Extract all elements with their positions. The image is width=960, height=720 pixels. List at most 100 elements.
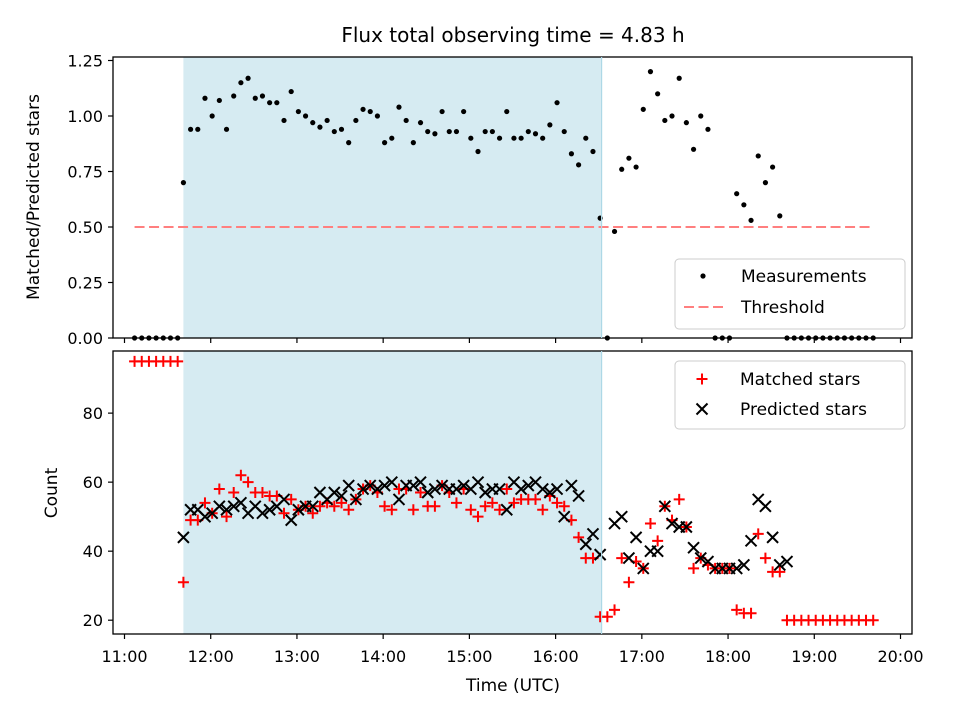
matched-star-marker xyxy=(335,497,347,509)
measurement-point xyxy=(576,162,582,168)
matched-star-marker xyxy=(450,497,462,509)
matched-star-marker xyxy=(314,500,326,512)
predicted-star-marker xyxy=(306,500,319,513)
measurement-point xyxy=(245,75,251,81)
predicted-star-marker xyxy=(227,500,240,513)
measurement-point xyxy=(223,126,230,132)
top-y-tick-label: 0.50 xyxy=(67,218,103,237)
predicted-star-marker xyxy=(514,482,528,496)
bottom-x-tick-label: 11:00 xyxy=(101,647,147,666)
legend-matched-marker xyxy=(696,373,708,385)
measurement-point xyxy=(346,140,352,146)
top-axes-frame xyxy=(112,56,913,339)
matched-star-marker xyxy=(623,576,635,588)
predicted-star-marker xyxy=(478,486,492,499)
measurement-point xyxy=(741,202,747,208)
measurement-point xyxy=(382,140,388,146)
matched-star-marker xyxy=(673,493,685,505)
matched-star-marker xyxy=(172,355,184,367)
measurement-point xyxy=(496,135,503,141)
bottom-x-tick-label: 20:00 xyxy=(877,647,923,666)
measurement-point xyxy=(188,126,194,132)
measurement-point xyxy=(511,135,517,141)
predicted-star-marker xyxy=(558,510,571,523)
matched-star-marker xyxy=(328,500,340,512)
predicted-star-marker xyxy=(364,479,377,492)
predicted-star-marker xyxy=(457,479,470,492)
predicted-star-marker xyxy=(694,551,707,565)
predicted-star-marker xyxy=(680,520,693,534)
measurement-point xyxy=(425,128,431,135)
matched-star-marker xyxy=(177,576,189,588)
predicted-star-marker xyxy=(435,479,449,492)
measurement-point xyxy=(633,164,639,170)
predicted-star-marker xyxy=(292,503,305,516)
matched-star-marker xyxy=(343,504,355,516)
legend-matched-label: Matched stars xyxy=(740,370,860,390)
matched-star-marker xyxy=(616,552,628,564)
measurement-point xyxy=(403,117,409,124)
predicted-star-marker xyxy=(421,486,434,499)
measurement-point xyxy=(288,88,294,95)
predicted-star-marker xyxy=(737,558,751,572)
measurement-point xyxy=(374,113,381,119)
measurement-point xyxy=(669,113,675,119)
top-y-axis-label: Matched/Predicted stars xyxy=(24,94,44,300)
legend-predicted-cross xyxy=(695,402,709,416)
matched-star-marker xyxy=(479,500,491,512)
measurement-point xyxy=(446,128,452,135)
predicted-star-marker xyxy=(759,500,772,513)
legend-predicted-label: Predicted stars xyxy=(740,400,867,420)
bottom-x-axis-label: Time (UTC) xyxy=(465,676,560,696)
predicted-star-marker xyxy=(500,503,513,516)
predicted-star-marker xyxy=(414,475,427,489)
predicted-star-marker xyxy=(198,510,212,523)
measurement-point xyxy=(518,135,524,141)
predicted-star-marker xyxy=(550,482,564,496)
measurement-point xyxy=(453,128,460,135)
matched-star-marker xyxy=(199,497,211,509)
measurement-point xyxy=(231,93,237,99)
top-panel: 0.00 0.25 0.50 0.75 1.00 1.25 Matched/Predict… xyxy=(24,52,913,348)
bottom-x-tick-label: 14:00 xyxy=(360,647,406,666)
measurement-point xyxy=(367,108,373,115)
measurement-point xyxy=(568,151,575,157)
top-y-ticks: 0.00 0.25 0.50 0.75 1.00 1.25 xyxy=(67,52,113,348)
matched-star-marker xyxy=(537,504,549,516)
measurement-point xyxy=(626,155,632,161)
top-legend: Measurements Threshold xyxy=(674,258,906,330)
matched-star-marker xyxy=(235,469,247,481)
top-y-tick-label: 0.75 xyxy=(67,163,103,182)
predicted-star-marker xyxy=(579,538,592,551)
measurement-point xyxy=(662,117,668,124)
predicted-star-marker xyxy=(385,475,398,489)
measurement-point xyxy=(683,120,689,126)
matched-star-marker xyxy=(494,504,506,516)
predicted-star-marker xyxy=(572,489,585,503)
matched-star-marker xyxy=(407,504,419,516)
measurement-point xyxy=(755,153,761,159)
bottom-x-ticks: 11:00 12:00 13:00 14:00 15:00 16:00 17:00 18:00… xyxy=(101,634,924,666)
measurement-point xyxy=(770,164,776,170)
top-observing-window xyxy=(183,57,602,338)
predicted-star-marker xyxy=(371,482,384,496)
matched-star-marker xyxy=(867,614,879,626)
predicted-star-marker xyxy=(277,493,291,506)
measurement-point xyxy=(180,180,187,186)
predicted-star-marker xyxy=(263,503,276,516)
measurement-point xyxy=(532,131,539,137)
bottom-x-tick-label: 18:00 xyxy=(705,647,751,666)
matched-star-marker xyxy=(379,500,391,512)
top-y-tick-label: 1.25 xyxy=(67,52,103,71)
measurement-point xyxy=(302,113,309,119)
measurement-point xyxy=(762,180,769,186)
measurement-point xyxy=(482,128,488,135)
predicted-star-marker xyxy=(730,562,743,575)
predicted-star-marker xyxy=(593,548,607,561)
measurement-point xyxy=(690,146,697,152)
measurement-point xyxy=(540,135,546,141)
matched-star-marker xyxy=(486,497,498,509)
matched-star-marker xyxy=(415,487,427,498)
matched-star-marker xyxy=(472,511,484,523)
measurement-point xyxy=(748,217,754,223)
